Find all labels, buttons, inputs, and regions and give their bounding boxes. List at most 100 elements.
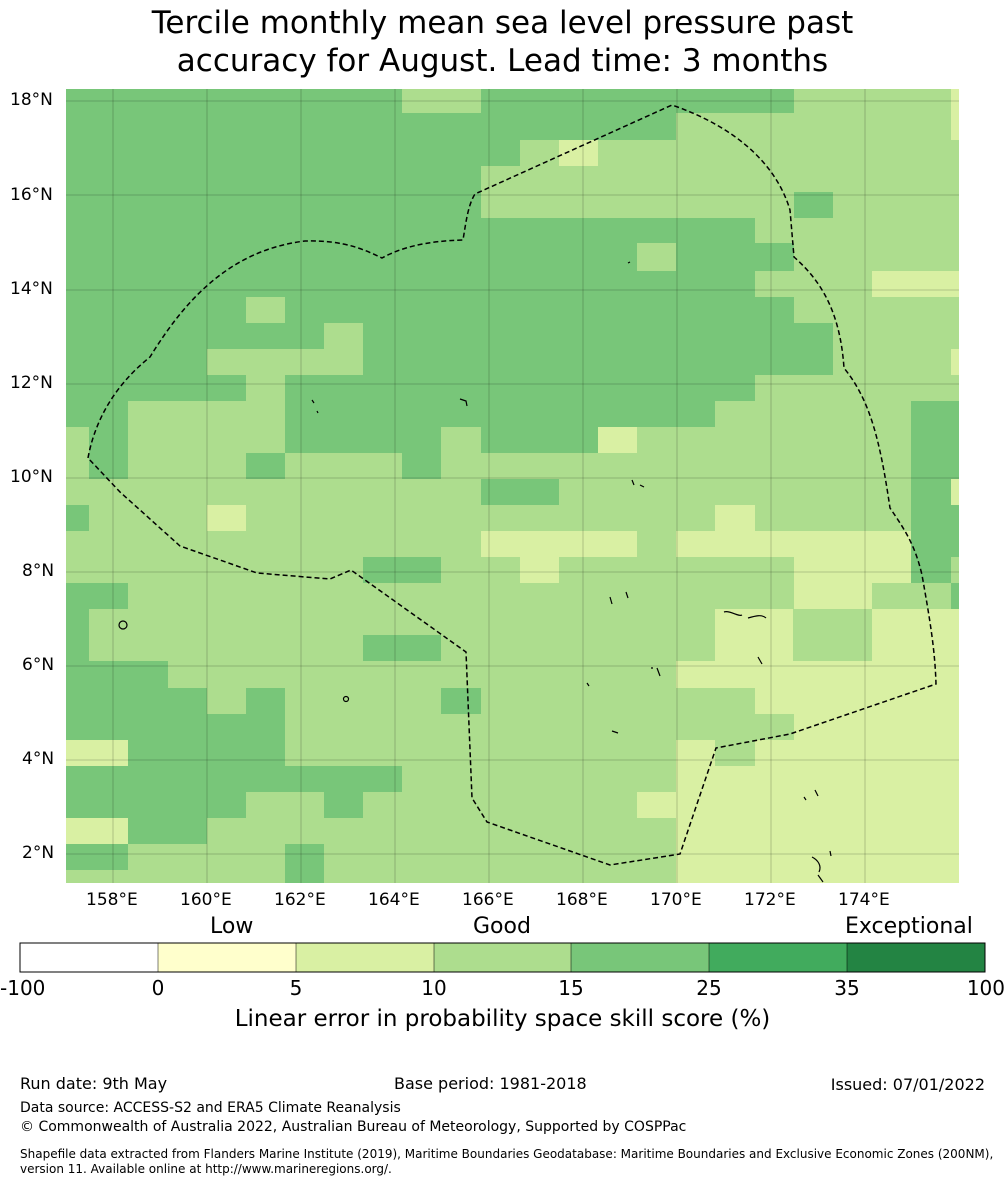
patch-l15 [66, 740, 128, 766]
title-line-2: accuracy for August. Lead time: 3 months [176, 43, 829, 79]
colorbar-swatch-6 [709, 943, 847, 972]
region-high-north [66, 89, 833, 479]
lat-label: 18°N [10, 90, 53, 110]
patch-n20 [598, 427, 637, 453]
lat-label: 10°N [10, 467, 53, 487]
shapefile-credit-line-1: Shapefile data extracted from Flanders M… [20, 1147, 994, 1161]
colorbar-swatch-3 [296, 943, 434, 972]
patch-n7 [794, 192, 833, 218]
patch-l14 [637, 792, 676, 818]
colorbar-swatch-1 [20, 943, 158, 972]
colorbar-axis-label: Linear error in probability space skill … [234, 1006, 771, 1032]
patch-n16 [872, 323, 959, 375]
patch-n1 [402, 89, 481, 113]
colorbar-category-low: Low [210, 914, 254, 939]
colorbar-frame [19, 942, 986, 973]
shapefile-credit-line-2: version 11. Available online at http://w… [20, 1162, 392, 1176]
patch-l17 [951, 583, 959, 609]
colorbar-category-exceptional: Exceptional [845, 914, 973, 939]
base-period: Base period: 1981-2018 [394, 1074, 587, 1093]
lon-label: 158°E [86, 890, 138, 910]
patch-d7 [66, 583, 128, 609]
title-line-1: Tercile monthly mean sea level pressure … [151, 5, 854, 41]
lon-label: 172°E [744, 890, 796, 910]
patch-d3 [66, 505, 89, 531]
lon-label: 162°E [274, 890, 326, 910]
lat-label: 2°N [22, 843, 55, 863]
patch-l5 [676, 531, 911, 557]
lat-label: 4°N [22, 749, 55, 769]
lon-label: 168°E [556, 890, 608, 910]
patch-n11 [207, 349, 324, 375]
patch-l8 [715, 609, 793, 661]
colorbar-tick: 15 [558, 976, 584, 1000]
patch-l3 [520, 557, 559, 583]
skill-grid [66, 89, 959, 883]
patch-d2 [481, 479, 559, 505]
patch-d11 [285, 844, 324, 883]
patch-d12 [911, 557, 951, 583]
patch-n13 [794, 243, 959, 271]
colorbar-tick: 35 [834, 976, 860, 1000]
colorbar-tick: -100 [0, 976, 46, 1000]
patch-d9 [66, 661, 402, 844]
patch-d14 [951, 479, 959, 505]
colorbar-tick: 0 [151, 976, 165, 1000]
lon-label: 170°E [650, 890, 702, 910]
eez-boundary [87, 104, 937, 866]
patch-d8 [66, 609, 89, 661]
lat-label: 16°N [10, 185, 53, 205]
patch-d4 [363, 557, 441, 583]
patch-l16 [66, 818, 128, 844]
lat-label: 8°N [22, 561, 55, 581]
colorbar-tick: 100 [966, 976, 1005, 1000]
colorbar-swatch-4 [434, 943, 571, 972]
patch-n15 [833, 297, 959, 323]
patch-n9 [246, 297, 285, 323]
colorbar-tick: 25 [696, 976, 722, 1000]
patch-l7 [794, 583, 872, 609]
patch-d10 [66, 844, 128, 870]
colorbar-swatch-2 [158, 943, 296, 972]
patch-l10 [676, 661, 959, 688]
patch-n12 [324, 323, 363, 375]
patch-n18 [951, 89, 959, 140]
lat-label: 12°N [10, 373, 53, 393]
patch-l2 [481, 531, 637, 557]
patch-l11 [755, 688, 959, 714]
colorbar-swatch-5 [571, 943, 709, 972]
issued-date: Issued: 07/01/2022 [830, 1075, 985, 1094]
data-source: Data source: ACCESS-S2 and ERA5 Climate … [20, 1100, 401, 1116]
colorbar [19, 942, 986, 973]
patch-l6 [794, 557, 911, 583]
colorbar-swatch-7 [847, 943, 985, 972]
lon-label: 166°E [462, 890, 514, 910]
lat-label: 14°N [10, 279, 53, 299]
patch-l1 [207, 505, 246, 531]
map-title: Tercile monthly mean sea level pressure … [0, 4, 1005, 80]
patch-l9 [872, 609, 959, 661]
lon-label: 160°E [180, 890, 232, 910]
patch-l4 [715, 505, 755, 531]
patch-n14 [872, 271, 959, 297]
colorbar-category-good: Good [473, 914, 531, 939]
patch-n6 [755, 218, 959, 243]
run-date: Run date: 9th May [20, 1074, 168, 1093]
lat-label: 6°N [22, 655, 55, 675]
lon-label: 174°E [838, 890, 890, 910]
patch-n19 [951, 349, 959, 375]
patch-n4 [598, 140, 676, 218]
map-gridlines [66, 89, 959, 883]
patch-d6 [441, 688, 481, 714]
patch-l12 [794, 714, 959, 883]
patch-n17 [833, 375, 959, 401]
patch-n8 [637, 243, 676, 271]
patch-d1 [246, 453, 285, 479]
colorbar-tick: 10 [421, 976, 447, 1000]
islands [118, 261, 832, 883]
patch-l18 [715, 740, 755, 766]
copyright: © Commonwealth of Australia 2022, Austra… [20, 1119, 687, 1135]
patch-d5 [363, 635, 441, 661]
colorbar-tick: 5 [289, 976, 303, 1000]
